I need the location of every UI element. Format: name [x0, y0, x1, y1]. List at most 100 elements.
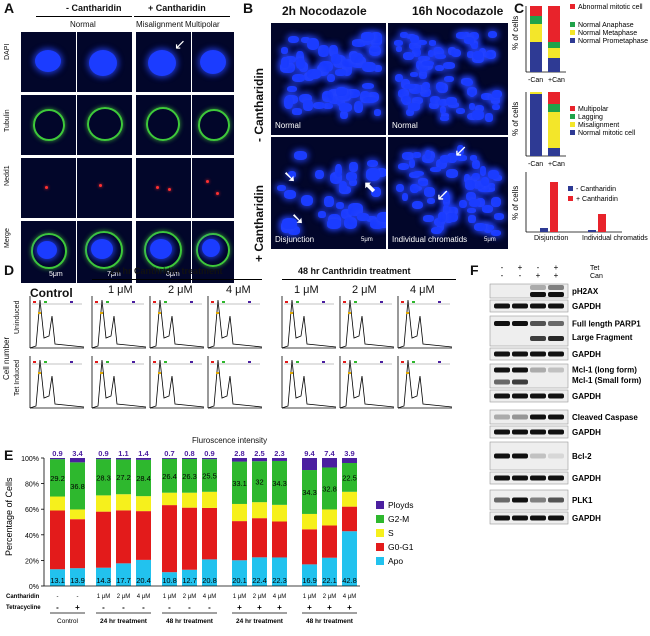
chromosome: [375, 167, 386, 177]
chromosome: [462, 78, 474, 87]
chromosome: [329, 45, 338, 57]
f-band: [548, 429, 564, 435]
e-ytick-label: 40%: [25, 533, 39, 540]
f-band: [530, 367, 546, 373]
e-bar-g2-m: [322, 467, 337, 510]
e-bar-apo: [272, 557, 287, 586]
e-tet-label: -: [102, 603, 105, 612]
e-bar-ployds: [70, 458, 85, 463]
e-g2m-label: 32.8: [322, 484, 337, 493]
f-band: [530, 414, 546, 420]
e-bar-g2-m: [272, 460, 287, 505]
a-col-normal: Normal: [70, 20, 96, 29]
chromosome: [362, 82, 375, 90]
e-bar-g0-g1: [252, 518, 267, 558]
flow-histogram: [339, 296, 395, 349]
f-band: [548, 367, 564, 373]
chromosome: [314, 170, 325, 180]
f-band: [494, 367, 510, 373]
chromosome: [457, 155, 467, 161]
e-can-label: -: [57, 594, 59, 600]
chromosome: [280, 62, 295, 74]
e-ployds-label: 2.5: [254, 449, 264, 458]
e-bar-g2-m: [202, 459, 217, 492]
f-protein-label: pH2AX: [572, 287, 599, 296]
e-bar-g0-g1: [232, 521, 247, 561]
f-band: [530, 453, 546, 459]
chromosome: [430, 96, 441, 104]
chromosome: [437, 212, 446, 222]
chromosome: [490, 197, 501, 207]
panel-b-label: B: [243, 0, 254, 16]
chromosome: [345, 172, 358, 182]
f-header-can: Can: [590, 273, 603, 280]
b-caption-1: Normal: [275, 121, 301, 130]
a-tubulin-4: [191, 94, 235, 156]
e-bar-apo: [136, 559, 151, 586]
c3-cat1: Disjunction: [534, 235, 568, 242]
f-blot-box: [489, 315, 569, 347]
e-can-label: 2 μM: [253, 594, 266, 600]
chromosome: [348, 178, 357, 187]
e-bar-apo: [96, 567, 111, 586]
chromosome: [374, 64, 382, 73]
e-ployds-label: 3.9: [344, 449, 354, 458]
a-scale-3: 8μm: [166, 271, 180, 278]
f-band: [530, 303, 546, 309]
e-ytick-label: 60%: [25, 507, 39, 514]
chromosome: [444, 75, 454, 83]
c3-disj-plus: [550, 182, 558, 232]
e-can-label: 1 μM: [97, 594, 110, 600]
c2-cat2: +Can: [548, 161, 565, 168]
e-tet-label: -: [188, 603, 191, 612]
chromosome: [395, 183, 405, 193]
chromosome: [409, 34, 419, 43]
e-bar-apo: [162, 572, 177, 586]
e-tet-label: -: [168, 603, 171, 612]
chromosome: [301, 36, 310, 44]
c2-leg4: Normal mitotic cell: [578, 130, 636, 137]
chromosome: [329, 172, 343, 184]
chromosome: [468, 198, 481, 207]
e-ployds-label: 9.4: [304, 449, 315, 458]
f-band: [548, 303, 564, 309]
chromosome: [404, 83, 416, 90]
chromosome: [473, 181, 484, 190]
panel-d-label: D: [4, 262, 15, 278]
chromosome: [434, 64, 444, 72]
e-bar-s: [116, 494, 131, 511]
e-bar-g2-m: [136, 459, 151, 497]
e-bar-g0-g1: [322, 525, 337, 558]
chromosome: [474, 105, 484, 113]
c1-bar2-prometa: [548, 58, 560, 72]
chromosome: [296, 57, 306, 70]
e-bar-g2-m: [96, 459, 111, 496]
a-group-plus: + Cantharidin: [148, 3, 206, 13]
chromosome: [468, 102, 476, 110]
chromosome: [429, 101, 439, 109]
f-band: [548, 393, 564, 399]
e-g2m-label: 36.8: [70, 482, 85, 491]
c2-bar1-mis: [530, 92, 542, 94]
f-protein-label: GAPDH: [572, 350, 601, 359]
panel-c-charts: % of cells -Can +Can Abnormal mitotic ce…: [512, 4, 648, 242]
e-group-label: 48 hr treatment: [166, 618, 214, 625]
b-row-plus: + Cantharidin: [252, 184, 266, 262]
e-ployds-label: 1.4: [138, 449, 149, 458]
chromosome: [419, 180, 429, 187]
c1-cat2: +Can: [548, 77, 565, 84]
chromosome: [480, 177, 490, 187]
d-xlabel: Fluroscence intensity: [192, 436, 268, 445]
f-band: [530, 336, 546, 341]
b-caption-2: Normal: [392, 121, 418, 130]
a-scale-2: 7μm: [107, 271, 121, 278]
f-tet-sign: +: [554, 263, 559, 272]
d-group-24: 24 hr Canthridin treatment: [110, 266, 223, 276]
a-row-merge: Merge: [4, 228, 11, 248]
chromosome: [492, 90, 503, 99]
e-bar-s: [96, 495, 111, 512]
chromosome: [436, 221, 444, 231]
e-bar-g2-m: [232, 461, 247, 504]
e-group-label: Control: [57, 618, 79, 625]
chromosome: [435, 81, 445, 91]
